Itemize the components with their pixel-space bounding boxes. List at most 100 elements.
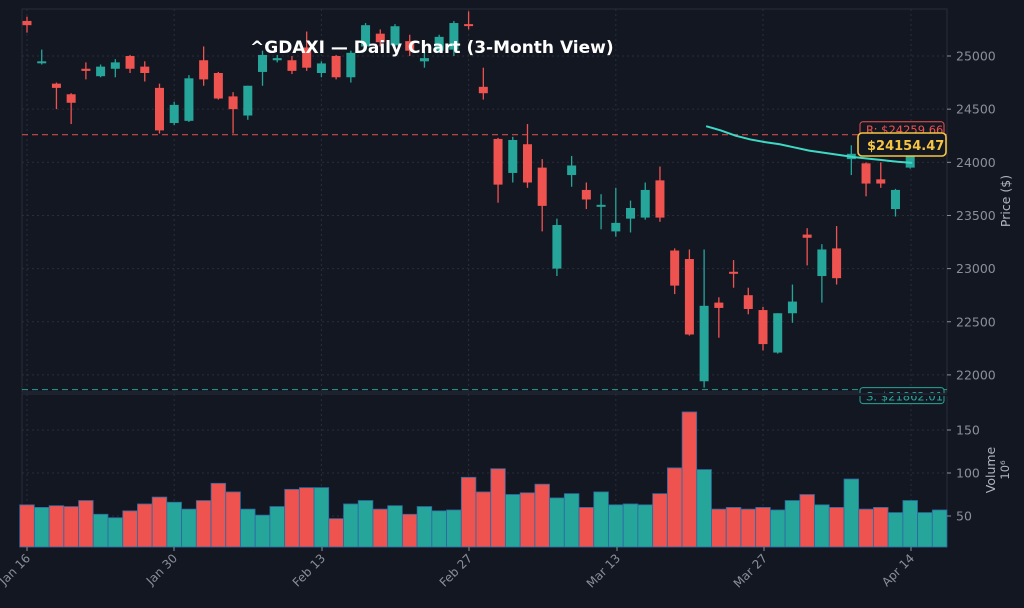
price-tick-label: 25000	[956, 49, 996, 64]
bullish-candle	[508, 136, 518, 183]
candle-body	[876, 179, 886, 184]
bearish-candle	[684, 249, 694, 336]
price-tick-label: 24000	[956, 155, 996, 170]
candle-body	[670, 250, 680, 286]
price-axis-label: Price ($)	[998, 175, 1013, 227]
candle-body	[272, 58, 282, 61]
candle-body	[537, 167, 547, 206]
candle-body	[773, 313, 783, 353]
volume-bar	[622, 503, 639, 548]
candle-body	[302, 47, 312, 68]
price-annotations: R: $24259.66$24154.47S: $21862.01	[22, 121, 950, 405]
bearish-candle	[537, 159, 547, 232]
date-axis: Jan 16 Jan 30 Feb 13 Feb 27 Mar 13 Mar 27 Apr …	[0, 547, 917, 591]
volume-bar	[637, 504, 653, 548]
bullish-candle	[272, 54, 282, 63]
bullish-candle	[316, 61, 326, 78]
bullish-candle	[552, 218, 562, 277]
candle-body	[817, 249, 827, 277]
candle-body	[213, 73, 223, 99]
volume-bar	[240, 508, 256, 548]
volume-bar	[107, 517, 124, 548]
volume-bar	[63, 506, 79, 548]
volume-bar	[19, 504, 35, 548]
candle-body	[287, 60, 297, 71]
bearish-candle	[493, 137, 503, 203]
volume-bar	[711, 508, 727, 548]
candle-body	[729, 271, 739, 274]
candle-body	[405, 41, 415, 51]
volume-bar	[416, 506, 433, 548]
volume-bar	[799, 494, 815, 548]
date-tick-label: Jan 16	[0, 551, 33, 588]
candle-body	[581, 189, 591, 200]
bearish-candle	[81, 62, 91, 80]
bullish-candle	[890, 188, 900, 217]
candle-body	[890, 189, 900, 210]
volume-bar	[137, 503, 153, 548]
bearish-candle	[522, 124, 532, 188]
bearish-candle	[302, 31, 312, 71]
volume-bar	[828, 506, 845, 548]
candle-body	[655, 180, 665, 218]
volume-bar	[313, 487, 330, 548]
bearish-candle	[876, 162, 886, 188]
candle-body	[361, 25, 371, 47]
bearish-candle	[758, 306, 768, 351]
candle-body	[37, 61, 47, 64]
volume-bar	[357, 500, 374, 548]
candle-body	[567, 165, 577, 176]
volume-bar	[902, 500, 918, 548]
volume-tick-label: 100	[956, 466, 980, 481]
volume-bar	[725, 506, 742, 548]
volume-bar	[269, 506, 285, 548]
bearish-candle	[125, 54, 135, 74]
candle-body	[243, 85, 253, 116]
bearish-candle	[729, 260, 739, 288]
candle-body	[596, 204, 606, 207]
price-tick-label: 22500	[956, 314, 996, 329]
volume-bar	[166, 501, 182, 548]
bullish-candle	[596, 194, 606, 230]
candle-body	[493, 138, 503, 185]
bullish-candle	[640, 182, 650, 220]
volume-bar	[48, 505, 65, 548]
bearish-candle	[154, 83, 164, 134]
bullish-candle	[361, 23, 371, 51]
candlestick-series	[22, 11, 915, 388]
bullish-candle	[449, 20, 459, 56]
date-tick-label: Feb 13	[290, 551, 328, 589]
volume-bar	[666, 467, 683, 548]
bullish-candle	[96, 64, 106, 78]
candle-body	[51, 83, 61, 88]
bearish-candle	[22, 16, 32, 33]
candle-body	[640, 189, 650, 218]
candle-body	[832, 248, 842, 279]
candle-body	[508, 139, 518, 173]
candle-body	[199, 60, 209, 80]
volume-bar	[328, 518, 344, 548]
bearish-candle	[464, 11, 474, 30]
volume-bar	[490, 468, 506, 548]
bullish-candle	[787, 284, 797, 323]
date-tick-label: Mar 27	[731, 551, 770, 590]
bearish-candle	[66, 93, 76, 125]
volume-bar	[78, 500, 94, 548]
bullish-candle	[846, 145, 856, 176]
candle-body	[905, 152, 915, 168]
last-price-text: $24154.47	[867, 139, 944, 154]
bearish-candle	[670, 248, 680, 295]
volume-bar	[593, 491, 609, 548]
bullish-candle	[184, 75, 194, 122]
volume-bar	[770, 509, 786, 548]
volume-bar	[195, 500, 212, 548]
bullish-candle	[567, 155, 577, 187]
volume-bar	[34, 506, 50, 548]
volume-bar	[534, 483, 550, 548]
candle-body	[390, 26, 400, 46]
moving-average-line	[705, 125, 913, 164]
bearish-candle	[228, 92, 238, 134]
date-tick-label: Mar 13	[584, 551, 623, 590]
chart-title: ^GDAXI — Daily Chart (3-Month View)	[250, 38, 614, 58]
candle-body	[316, 63, 326, 74]
